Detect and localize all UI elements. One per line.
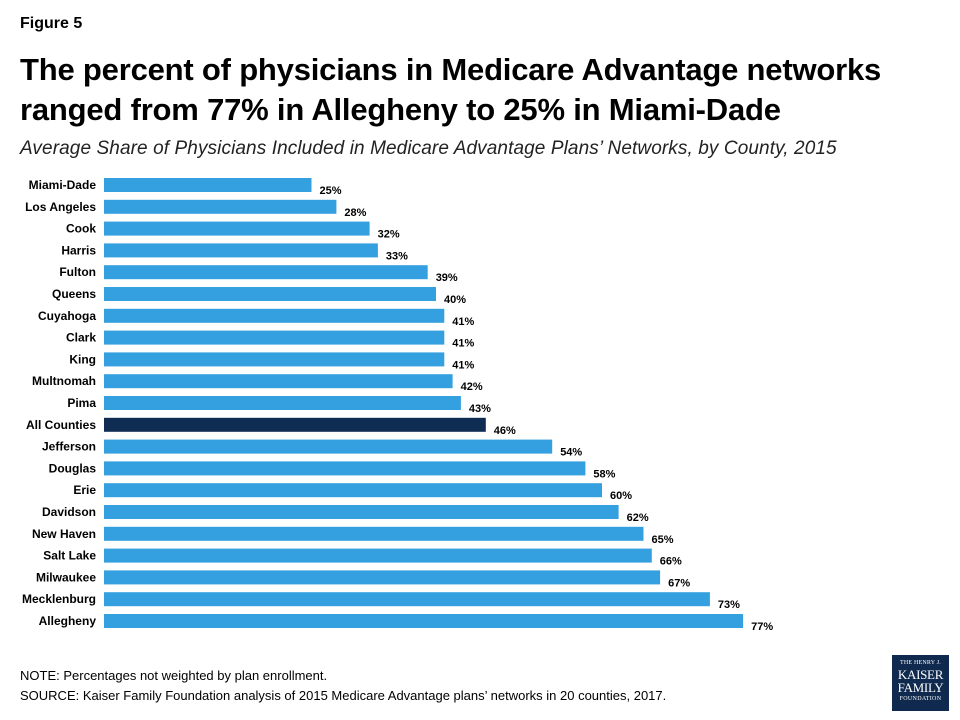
bar bbox=[104, 526, 644, 541]
category-label: Clark bbox=[66, 331, 96, 345]
value-label: 65% bbox=[652, 534, 674, 546]
value-label: 54% bbox=[560, 447, 582, 459]
bar bbox=[104, 461, 586, 476]
category-label: Cook bbox=[66, 222, 96, 236]
logo-line-2: KAISER bbox=[897, 667, 944, 682]
source-text: SOURCE: Kaiser Family Foundation analysi… bbox=[20, 688, 667, 703]
logo-line-4: FOUNDATION bbox=[899, 696, 942, 702]
value-label: 41% bbox=[452, 338, 474, 350]
bar bbox=[104, 548, 652, 563]
value-label: 58% bbox=[593, 468, 615, 480]
value-label: 62% bbox=[627, 512, 649, 524]
category-label: Miami-Dade bbox=[29, 178, 97, 192]
category-label: Mecklenburg bbox=[22, 592, 96, 606]
bar bbox=[104, 199, 337, 214]
chart-title: The percent of physicians in Medicare Ad… bbox=[20, 52, 882, 127]
bar bbox=[104, 592, 710, 607]
logo-line-1: THE HENRY J. bbox=[899, 660, 941, 666]
bar bbox=[104, 374, 453, 389]
category-label: Multnomah bbox=[32, 374, 96, 388]
logo-line-3: FAMILY bbox=[897, 680, 944, 695]
category-label: Douglas bbox=[49, 461, 97, 475]
category-label: Cuyahoga bbox=[38, 309, 96, 323]
category-label: Davidson bbox=[42, 505, 96, 519]
bar bbox=[104, 178, 312, 192]
figure-label: Figure 5 bbox=[20, 15, 83, 32]
category-label: Queens bbox=[52, 287, 96, 301]
bar bbox=[104, 287, 436, 301]
category-label: Erie bbox=[73, 483, 96, 497]
bar-chart: Miami-Dade 25% Los Angeles 28% Cook 32% Harris… bbox=[22, 178, 773, 633]
category-label: Allegheny bbox=[39, 614, 97, 628]
bar bbox=[104, 439, 553, 454]
bar bbox=[104, 221, 370, 236]
value-label: 40% bbox=[444, 294, 466, 306]
note-text: NOTE: Percentages not weighted by plan e… bbox=[20, 668, 328, 683]
bar-highlight bbox=[104, 417, 486, 432]
category-label: Los Angeles bbox=[25, 200, 96, 214]
bar bbox=[104, 352, 445, 367]
kff-logo: THE HENRY J. KAISER FAMILY FOUNDATION bbox=[892, 655, 949, 711]
value-label: 41% bbox=[452, 316, 474, 328]
value-label: 67% bbox=[668, 577, 690, 589]
bar bbox=[104, 505, 619, 519]
value-label: 32% bbox=[378, 229, 400, 241]
footnotes: NOTE: Percentages not weighted by plan e… bbox=[20, 666, 666, 706]
bar bbox=[104, 330, 445, 345]
category-label: All Counties bbox=[26, 418, 96, 432]
category-label: King bbox=[69, 352, 96, 366]
value-label: 77% bbox=[751, 621, 773, 633]
category-label: Jefferson bbox=[42, 440, 96, 454]
value-label: 73% bbox=[718, 599, 740, 611]
value-label: 66% bbox=[660, 556, 682, 568]
value-label: 25% bbox=[320, 185, 342, 197]
value-label: 41% bbox=[452, 359, 474, 371]
bar bbox=[104, 243, 378, 258]
category-label: Pima bbox=[67, 396, 96, 410]
value-label: 46% bbox=[494, 425, 516, 437]
bar bbox=[104, 570, 661, 585]
value-label: 42% bbox=[461, 381, 483, 393]
category-label: Salt Lake bbox=[43, 549, 96, 563]
bar bbox=[104, 614, 744, 628]
category-label: New Haven bbox=[32, 527, 96, 541]
value-label: 33% bbox=[386, 250, 408, 262]
bar bbox=[104, 308, 445, 323]
category-label: Harris bbox=[61, 243, 96, 257]
bar bbox=[104, 483, 602, 498]
chart-subtitle: Average Share of Physicians Included in … bbox=[20, 138, 837, 159]
value-label: 43% bbox=[469, 403, 491, 415]
value-label: 28% bbox=[344, 207, 366, 219]
category-label: Fulton bbox=[59, 265, 96, 279]
bar bbox=[104, 265, 428, 280]
value-label: 60% bbox=[610, 490, 632, 502]
bar bbox=[104, 396, 461, 410]
category-label: Milwaukee bbox=[36, 570, 96, 584]
value-label: 39% bbox=[436, 272, 458, 284]
